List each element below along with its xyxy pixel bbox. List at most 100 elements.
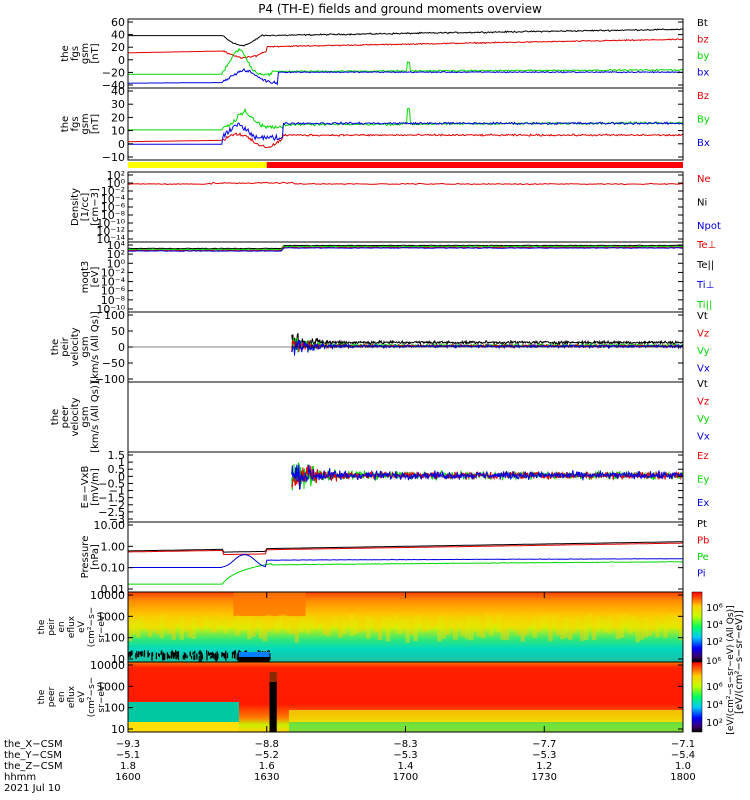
y-axis-label: the [50,409,61,425]
spectrogram-column [159,614,165,639]
spectrogram-column [453,615,458,640]
spectrogram-column [445,614,450,635]
y-tick-label: 10⁻⁴ [101,193,126,206]
spectrogram-column [183,619,188,631]
x-tick-label: 1630 [254,772,279,783]
colorbar-tick: 10² [706,718,723,729]
spectrogram-noise [225,656,227,661]
spectrogram-noise [143,650,146,656]
legend-entry: Ey [697,475,709,486]
spectrogram-noise [128,653,130,658]
y-tick-label: 0.5 [108,463,126,476]
spectrogram-noise [234,651,236,658]
y-tick-label: 20 [111,41,125,54]
spectrogram-noise [212,653,214,656]
series-by [128,47,684,77]
spectrogram-column [679,617,684,641]
legend-entry: Pe [697,552,709,563]
spectrogram-noise [211,653,213,658]
spectrogram-column [195,617,200,627]
spectrogram-column [591,616,597,641]
x-tick-label: 1800 [670,772,695,783]
spectrogram-column [266,614,272,632]
y-tick-label: 10⁴ [107,239,126,252]
y-axis-label: peir [60,336,71,356]
colorbar-tick: 10⁶ [706,603,723,614]
spectrogram-noise [198,655,200,662]
y-tick-label: 10² [107,248,125,261]
series-ex [291,464,684,490]
panel-pressure [128,541,684,585]
spectrogram-band [239,657,270,662]
spectrogram-column [405,618,410,643]
y-tick-label: 0 [118,341,125,354]
spectrogram-column [421,618,426,633]
spectrogram-column [191,617,196,639]
spectrogram-noise [215,655,217,663]
spectrogram-noise [182,655,184,660]
spectrogram-noise [201,655,204,660]
spectrogram-noise [193,655,195,661]
spectrogram-column [500,614,506,640]
spectrogram-column [357,615,363,633]
y-tick-label: 10⁻⁶ [101,201,126,214]
y-tick-label: −3 [109,513,125,526]
spectrogram-column [504,618,510,641]
series-temperature [127,247,684,252]
y-tick-label: 100 [104,309,125,322]
spectrogram-column [611,616,617,630]
spectrogram-column [290,617,295,634]
spectrogram-noise [177,655,180,661]
spectrogram-noise [237,655,239,663]
spectrogram-noise [129,651,131,658]
colorbar-peir [691,591,703,663]
y-tick-label: 0.10 [101,562,126,575]
spectrogram-column [413,616,418,641]
spectrogram-column [199,615,204,630]
y-axis-label: eflux [67,685,77,708]
spectrogram-column [338,617,343,638]
spectrogram-background [128,592,683,662]
colorbar-peer [691,661,703,733]
spectrogram-column [334,615,339,628]
spectrogram-column [318,615,323,624]
spectrogram-column [536,614,541,632]
spectrogram-column [250,616,256,637]
y-tick-label: 60 [111,16,125,29]
y-tick-label: 10 [111,723,125,736]
spectrogram-low-energy [128,722,239,732]
y-axis-label: gsm [80,43,91,64]
legend-entry: Vx [697,432,710,443]
series-bz [128,132,684,149]
y-tick-label: 1000 [97,610,125,623]
y-tick-label: −50 [102,357,125,370]
legend-entry: Vy [697,414,710,425]
colorbar-tick: 10⁴ [706,620,723,631]
panel-fgs-gsm-2 [128,107,684,149]
y-axis-label: eV [77,690,87,703]
y-axis-label: moqt3 [80,261,91,294]
colorbar-tick: 10⁴ [706,700,723,711]
spectrogram-column [429,614,434,630]
spectrogram-column [274,619,280,634]
spectrogram-column [243,616,248,631]
x-axis-row-label: the_Y−CSM [4,750,62,761]
x-tick-label: 1.8 [120,761,136,772]
spectrogram-noise [130,651,132,657]
y-axis-label: [km/s (All Qs)] [90,381,101,453]
spectrogram-noise [163,654,165,661]
x-tick-label: 1.2 [536,761,552,772]
y-axis-label: eV [77,620,87,633]
y-axis-label: [eV] [90,267,101,288]
spectrogram-noise [206,653,208,661]
spectrogram-noise [223,652,225,657]
panel-10-frame: 10000 1000 100 10 the peer en eflux eV (cm²−s− sr−… [37,659,684,736]
spectrogram-column [369,618,375,628]
legend-entry: Te⊥ [696,240,716,251]
panel-border [127,381,684,453]
spectrogram-column [298,617,303,633]
legend-entry: Ni [697,198,707,209]
y-axis-label: velocity [70,327,81,366]
series-bx [128,121,683,145]
